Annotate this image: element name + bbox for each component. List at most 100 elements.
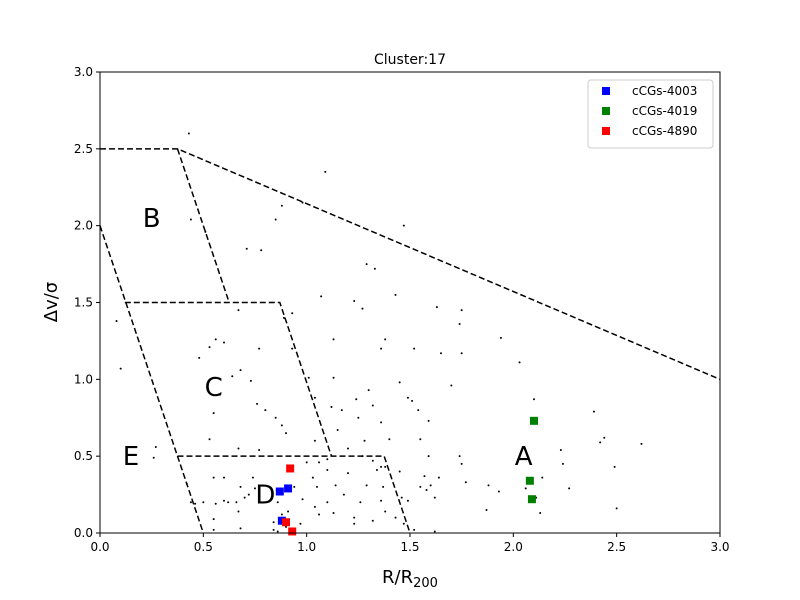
background-point bbox=[326, 458, 329, 461]
background-point bbox=[299, 522, 302, 525]
background-point bbox=[340, 409, 343, 412]
x-axis-ticks: 0.0 0.5 1.0 1.5 2.0 2.5 3.0 bbox=[90, 533, 730, 554]
region-label-b: B bbox=[143, 204, 161, 234]
background-point bbox=[394, 293, 397, 296]
background-point bbox=[280, 204, 283, 207]
background-point bbox=[260, 249, 263, 252]
background-point bbox=[380, 421, 383, 424]
x-tick-label: 3.0 bbox=[710, 540, 729, 554]
background-point bbox=[613, 465, 616, 468]
background-points bbox=[115, 132, 643, 533]
point-ccgs-4003 bbox=[284, 484, 293, 493]
background-point bbox=[371, 459, 374, 462]
background-point bbox=[402, 522, 405, 525]
x-tick-label: 2.0 bbox=[504, 540, 523, 554]
point-ccgs-4019 bbox=[530, 416, 538, 425]
point-ccgs-4019 bbox=[527, 495, 536, 504]
background-point bbox=[423, 475, 426, 478]
background-point bbox=[291, 312, 294, 315]
background-point bbox=[413, 528, 416, 531]
background-point bbox=[347, 447, 349, 450]
legend-marker-ccgs-4003 bbox=[602, 87, 610, 95]
background-point bbox=[425, 488, 428, 491]
background-point bbox=[320, 295, 323, 298]
y-tick-label: 0.5 bbox=[74, 449, 93, 463]
x-tick-label: 0.0 bbox=[90, 540, 109, 554]
background-point bbox=[119, 367, 122, 370]
background-point bbox=[293, 485, 296, 488]
background-point bbox=[198, 356, 201, 359]
point-ccgs-4003 bbox=[275, 487, 284, 496]
background-point bbox=[533, 398, 535, 401]
boundary-line-4 bbox=[99, 225, 205, 534]
background-point bbox=[384, 338, 387, 341]
x-tick-label: 2.5 bbox=[607, 540, 626, 554]
x-tick-label: 1.5 bbox=[400, 540, 419, 554]
background-point bbox=[427, 455, 430, 458]
point-ccgs-4003 bbox=[277, 516, 286, 525]
boundary-line-2 bbox=[176, 148, 230, 303]
background-point bbox=[402, 224, 405, 227]
background-point bbox=[460, 352, 463, 355]
region-label-c: C bbox=[205, 373, 223, 403]
background-point bbox=[272, 528, 275, 531]
background-point bbox=[460, 309, 463, 312]
background-point bbox=[237, 447, 240, 450]
background-point bbox=[258, 347, 261, 350]
x-axis-label-subscript: 200 bbox=[413, 576, 438, 591]
background-point bbox=[301, 498, 304, 501]
background-point bbox=[458, 323, 461, 326]
background-point bbox=[599, 441, 602, 444]
background-point bbox=[460, 462, 463, 465]
background-point bbox=[223, 341, 225, 344]
background-point bbox=[380, 499, 383, 502]
background-point bbox=[384, 465, 387, 468]
background-point bbox=[332, 512, 335, 515]
legend-frame bbox=[587, 79, 714, 149]
background-point bbox=[280, 513, 283, 516]
background-point bbox=[227, 501, 230, 504]
background-point bbox=[276, 530, 279, 533]
background-point bbox=[353, 522, 356, 525]
legend-marker-ccgs-4890 bbox=[602, 127, 610, 135]
background-point bbox=[336, 429, 339, 432]
background-point bbox=[212, 528, 215, 531]
chart-title: Cluster:17 bbox=[374, 52, 446, 68]
background-point bbox=[326, 501, 329, 504]
background-point bbox=[433, 496, 436, 499]
background-point bbox=[285, 525, 287, 528]
background-point bbox=[212, 518, 215, 521]
background-point bbox=[429, 484, 432, 487]
background-point bbox=[316, 485, 318, 488]
background-point bbox=[212, 476, 215, 479]
background-point bbox=[251, 476, 254, 479]
boundary-line-5 bbox=[177, 455, 411, 534]
background-point bbox=[208, 438, 211, 441]
background-point bbox=[518, 361, 521, 364]
point-ccgs-4890 bbox=[282, 518, 290, 527]
background-point bbox=[353, 516, 356, 519]
background-point bbox=[235, 501, 238, 504]
background-point bbox=[419, 438, 422, 441]
background-point bbox=[256, 402, 259, 405]
boundary-line-3 bbox=[124, 301, 333, 457]
region-label-d: D bbox=[255, 481, 275, 511]
background-point bbox=[347, 472, 349, 475]
background-point bbox=[413, 347, 416, 350]
background-point bbox=[330, 405, 333, 408]
background-point bbox=[388, 438, 391, 441]
background-point bbox=[239, 369, 242, 372]
background-point bbox=[115, 319, 118, 322]
region-label-a: A bbox=[515, 442, 533, 472]
legend: cCGs-4003 cCGs-4019 cCGs-4890 bbox=[587, 79, 714, 149]
background-point bbox=[282, 316, 285, 319]
region-labels: A B C D E bbox=[123, 204, 533, 511]
background-point bbox=[499, 336, 502, 339]
background-point bbox=[223, 499, 225, 502]
background-point bbox=[218, 393, 221, 396]
background-point bbox=[450, 384, 453, 387]
background-point bbox=[264, 409, 267, 412]
background-point bbox=[398, 470, 401, 473]
background-point bbox=[254, 487, 256, 490]
